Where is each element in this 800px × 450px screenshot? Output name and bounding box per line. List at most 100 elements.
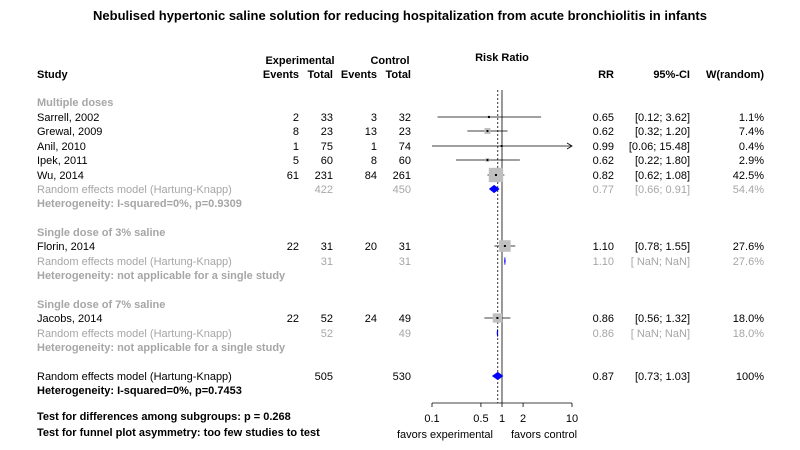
exp-total-5: 31 (321, 241, 333, 253)
ctrl-total-5: 31 (399, 241, 411, 253)
ctrl-total-1: 23 (399, 126, 411, 138)
footer-subgroup-test: Test for differences among subgroups: p … (37, 411, 291, 423)
overall-label: Random effects model (Hartung-Knapp) (37, 371, 232, 383)
ci-value-6: [0.56; 1.32] (635, 313, 690, 325)
x-axis: 0.1 0.5 1 2 10 favors experimental favors cont… (397, 402, 578, 441)
ci-value-3: [0.22; 1.80] (635, 155, 690, 167)
group-heterogeneity-2: Heterogeneity: not applicable for a sing… (37, 342, 286, 354)
pooled-ctrl-total-0: 450 (393, 184, 411, 196)
header-weight: W(random) (706, 69, 764, 81)
weight-value-2: 0.4% (739, 141, 764, 153)
overall-weight: 100% (736, 371, 764, 383)
chart-title: Nebulised hypertonic saline solution for… (93, 8, 707, 23)
ci-line-2-arrow (566, 142, 573, 150)
pooled-label-2: Random effects model (Hartung-Knapp) (37, 328, 232, 340)
pooled-exp-total-1: 31 (321, 256, 333, 268)
pooled-weight-0: 54.4% (733, 184, 764, 196)
pooled-weight-2: 18.0% (733, 328, 764, 340)
exp-events-1: 8 (293, 126, 299, 138)
pooled-diamond-2 (496, 329, 499, 337)
rr-value-1: 0.62 (593, 126, 614, 138)
ci-value-5: [0.78; 1.55] (635, 241, 690, 253)
weight-value-1: 7.4% (739, 126, 764, 138)
ctrl-events-6: 24 (365, 313, 377, 325)
pooled-weight-1: 27.6% (733, 256, 764, 268)
point-estimate-5 (503, 245, 506, 247)
weight-value-6: 18.0% (733, 313, 764, 325)
group-heterogeneity-0: Heterogeneity: I-squared=0%, p=0.9309 (37, 198, 242, 210)
point-estimate-3 (486, 159, 489, 161)
weight-value-4: 42.5% (733, 170, 764, 182)
pooled-exp-total-2: 52 (321, 328, 333, 340)
weight-value-3: 2.9% (739, 155, 764, 167)
header-risk-ratio: Risk Ratio (475, 52, 529, 64)
header-exp-events: Events (263, 69, 299, 81)
pooled-ci-0: [0.66; 0.91] (635, 184, 690, 196)
footer: Test for differences among subgroups: p … (37, 411, 320, 439)
rr-value-0: 0.65 (593, 112, 614, 124)
ci-value-0: [0.12; 3.62] (635, 112, 690, 124)
x-tick-label-4: 10 (566, 413, 578, 425)
ctrl-total-2: 74 (399, 141, 411, 153)
pooled-diamond-1 (504, 257, 506, 265)
x-tick-label-3: 2 (520, 413, 526, 425)
weight-value-0: 1.1% (739, 112, 764, 124)
rr-value-2: 0.99 (593, 141, 614, 153)
study-label-1: Grewal, 2009 (37, 126, 102, 138)
overall-ctrl-total: 530 (393, 371, 411, 383)
header-rr: RR (598, 69, 614, 81)
ctrl-events-5: 20 (365, 241, 377, 253)
pooled-rr-2: 0.86 (593, 328, 614, 340)
ci-value-2: [0.06; 15.48] (629, 141, 690, 153)
footer-funnel-test: Test for funnel plot asymmetry: too few … (37, 427, 320, 439)
ctrl-total-0: 32 (399, 112, 411, 124)
header-control: Control (370, 55, 409, 67)
rr-value-3: 0.62 (593, 155, 614, 167)
pooled-diamond-0 (488, 184, 500, 194)
header-exp-total: Total (308, 69, 333, 81)
rr-value-6: 0.86 (593, 313, 614, 325)
exp-events-6: 22 (287, 313, 299, 325)
pooled-rr-0: 0.77 (593, 184, 614, 196)
study-label-2: Anil, 2010 (37, 141, 86, 153)
overall-heterogeneity: Heterogeneity: I-squared=0%, p=0.7453 (37, 385, 242, 397)
exp-total-1: 23 (321, 126, 333, 138)
exp-events-3: 5 (293, 155, 299, 167)
group-heterogeneity-1: Heterogeneity: not applicable for a sing… (37, 270, 286, 282)
pooled-exp-total-0: 422 (315, 184, 333, 196)
pooled-label-1: Random effects model (Hartung-Knapp) (37, 256, 232, 268)
ctrl-events-3: 8 (371, 155, 377, 167)
ctrl-events-0: 3 (371, 112, 377, 124)
exp-events-4: 61 (287, 170, 299, 182)
ctrl-events-2: 1 (371, 141, 377, 153)
exp-total-3: 60 (321, 155, 333, 167)
exp-total-0: 33 (321, 112, 333, 124)
overall-exp-total: 505 (315, 371, 333, 383)
group-label-1: Single dose of 3% saline (37, 227, 165, 239)
point-estimate-2 (500, 145, 503, 147)
forest-rows: Multiple doses Sarrell, 2002 2 3 3 3 32 0.65 [0.… (37, 97, 764, 397)
group-label-0: Multiple doses (37, 97, 113, 109)
study-label-0: Sarrell, 2002 (37, 112, 99, 124)
point-estimate-6 (496, 317, 499, 319)
pooled-ci-2: [ NaN; NaN] (631, 328, 690, 340)
ctrl-total-4: 261 (393, 170, 411, 182)
exp-events-2: 1 (293, 141, 299, 153)
pooled-ctrl-total-2: 49 (399, 328, 411, 340)
ctrl-total-6: 49 (399, 313, 411, 325)
pooled-ci-1: [ NaN; NaN] (631, 256, 690, 268)
pooled-ctrl-total-1: 31 (399, 256, 411, 268)
study-label-4: Wu, 2014 (37, 170, 84, 182)
exp-events-5: 22 (287, 241, 299, 253)
pooled-label-0: Random effects model (Hartung-Knapp) (37, 184, 232, 196)
ctrl-total-3: 60 (399, 155, 411, 167)
header-ctrl-total: Total (386, 69, 411, 81)
header-study: Study (37, 69, 68, 81)
rr-value-5: 1.10 (593, 241, 614, 253)
favors-experimental-label: favors experimental (397, 429, 493, 441)
x-tick-label-1: 0.5 (473, 413, 488, 425)
ci-value-4: [0.62; 1.08] (635, 170, 690, 182)
point-estimate-0 (487, 116, 490, 118)
header-experimental: Experimental (265, 55, 334, 67)
